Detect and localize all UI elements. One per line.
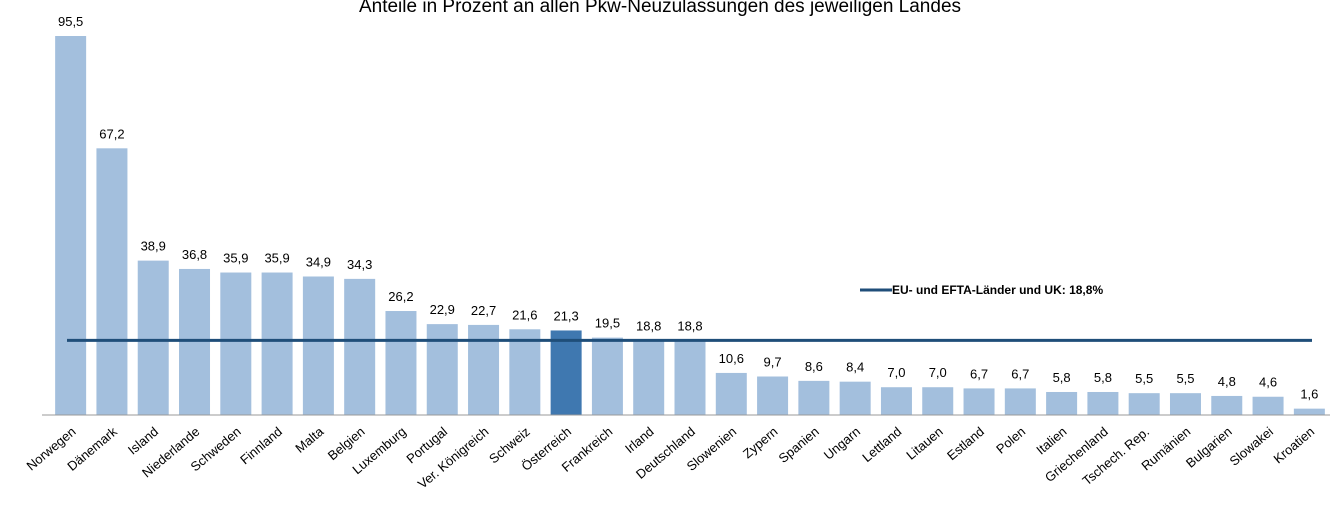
data-label: 34,3 xyxy=(347,257,372,272)
data-label: 4,6 xyxy=(1259,375,1277,390)
x-tick-label: Zypern xyxy=(740,424,781,462)
bar xyxy=(344,278,376,415)
bar xyxy=(96,148,128,416)
data-label: 10,6 xyxy=(719,351,744,366)
bar xyxy=(137,260,169,415)
data-label: 35,9 xyxy=(223,251,248,266)
bar xyxy=(179,268,211,415)
data-label: 5,5 xyxy=(1135,371,1153,386)
data-label: 36,8 xyxy=(182,247,207,262)
data-label: 26,2 xyxy=(388,289,413,304)
x-tick-label: Island xyxy=(125,424,161,458)
bar xyxy=(550,330,582,415)
bar xyxy=(880,387,912,415)
bar xyxy=(798,380,830,415)
data-label: 21,6 xyxy=(512,307,537,322)
bar xyxy=(591,337,623,415)
data-label: 5,8 xyxy=(1094,370,1112,385)
chart-title: Anteile in Prozent an allen Pkw-Neuzulas… xyxy=(359,0,961,17)
x-tick-label: Spanien xyxy=(776,424,822,466)
x-tick-label: Ungarn xyxy=(821,424,863,463)
data-label: 4,8 xyxy=(1218,374,1236,389)
data-label: 7,0 xyxy=(887,365,905,380)
bar xyxy=(1169,393,1201,415)
data-label: 18,8 xyxy=(636,318,661,333)
data-label: 9,7 xyxy=(764,355,782,370)
bar xyxy=(1211,395,1243,415)
x-tick-label: Italien xyxy=(1033,424,1069,458)
bar xyxy=(509,329,541,415)
x-tick-label: Finnland xyxy=(237,424,285,468)
x-tick-label: Bulgarien xyxy=(1183,424,1235,471)
x-tick-label: Estland xyxy=(944,424,987,463)
data-label: 22,9 xyxy=(430,302,455,317)
data-label: 35,9 xyxy=(264,251,289,266)
bar xyxy=(55,36,87,415)
data-label: 6,7 xyxy=(1011,366,1029,381)
bar xyxy=(426,324,458,415)
data-label: 8,4 xyxy=(846,360,864,375)
bar xyxy=(839,381,871,415)
data-label: 22,7 xyxy=(471,303,496,318)
bar xyxy=(963,388,995,415)
data-label: 67,2 xyxy=(99,126,124,141)
data-label: 38,9 xyxy=(141,239,166,254)
bar xyxy=(1087,391,1119,415)
x-tick-label: Polen xyxy=(993,424,1028,457)
x-tick-label: Kroatien xyxy=(1271,424,1318,467)
data-label: 5,5 xyxy=(1176,371,1194,386)
data-label: 95,5 xyxy=(58,14,83,29)
data-label: 6,7 xyxy=(970,366,988,381)
bar xyxy=(715,372,747,415)
data-label: 7,0 xyxy=(929,365,947,380)
bar xyxy=(1046,391,1078,415)
bar xyxy=(1293,408,1325,415)
x-tick-label: Ver. Königreich xyxy=(415,424,492,492)
x-tick-label: Litauen xyxy=(903,424,945,463)
data-label: 1,6 xyxy=(1300,387,1318,402)
data-label: 5,8 xyxy=(1053,370,1071,385)
bar xyxy=(220,272,252,415)
data-label: 34,9 xyxy=(306,254,331,269)
x-tick-label: Irland xyxy=(622,424,657,456)
bar xyxy=(468,324,500,415)
bar xyxy=(385,311,417,415)
data-label: 18,8 xyxy=(677,318,702,333)
legend-label: EU- und EFTA-Länder und UK: 18,8% xyxy=(892,283,1103,297)
data-label: 21,3 xyxy=(553,308,578,323)
bar xyxy=(757,376,789,415)
bar xyxy=(1252,396,1284,415)
bar xyxy=(302,276,334,415)
bar xyxy=(922,387,954,415)
x-tick-label: Lettland xyxy=(859,424,904,465)
data-label: 8,6 xyxy=(805,359,823,374)
bar xyxy=(633,340,665,415)
bar xyxy=(1128,393,1160,415)
data-label: 19,5 xyxy=(595,316,620,331)
bar xyxy=(261,272,293,415)
bar xyxy=(1004,388,1036,415)
x-tick-label: Malta xyxy=(292,423,327,455)
x-tick-label: Slowakei xyxy=(1226,424,1276,469)
bar xyxy=(674,340,706,415)
